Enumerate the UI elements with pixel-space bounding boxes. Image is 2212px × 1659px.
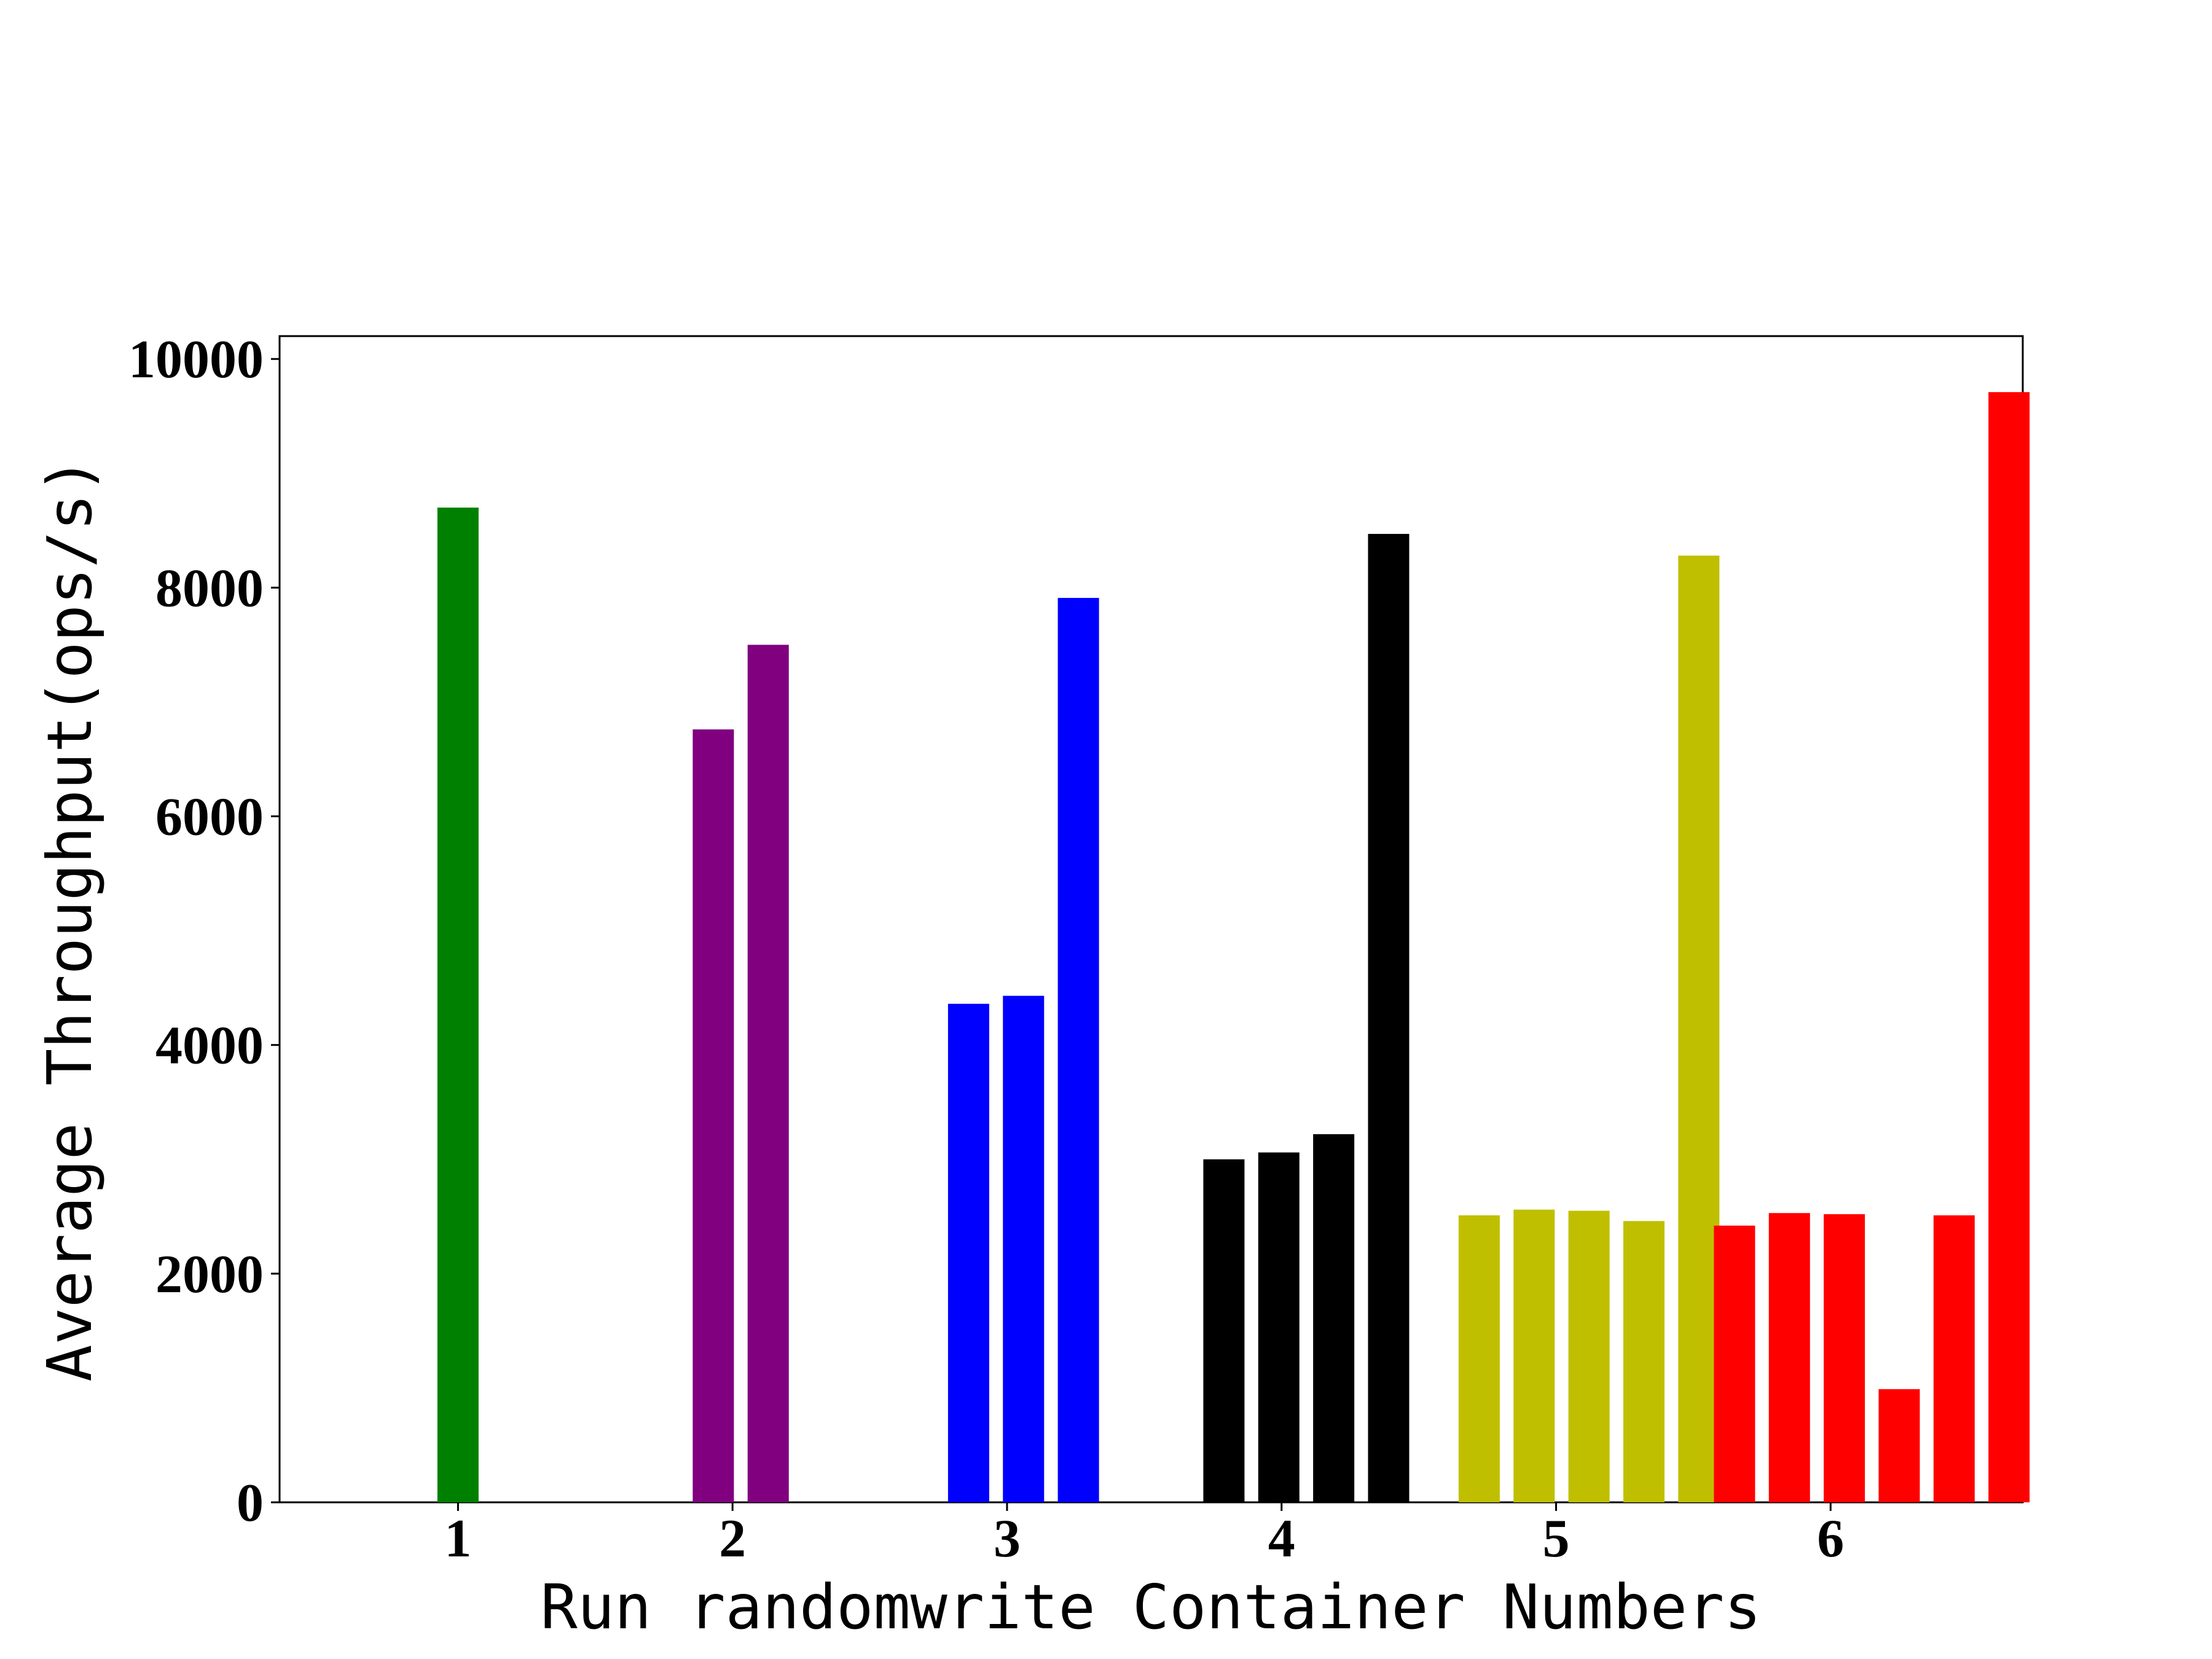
y-tick-label: 6000 [155,788,264,847]
bar-group-6-1 [1714,1225,1755,1502]
bars-layer [437,392,2030,1503]
bar-group-6-2 [1768,1213,1810,1502]
bar-group-2-2 [747,645,789,1502]
bar-group-5-1 [1458,1215,1500,1502]
bar-group-6-5 [1933,1215,1975,1502]
x-tick-label: 1 [444,1509,471,1569]
bar-group-5-4 [1623,1221,1665,1502]
bar-group-5-3 [1568,1210,1610,1502]
x-tick-label: 2 [719,1509,746,1569]
bar-group-3-1 [947,1003,989,1502]
bar-group-4-4 [1368,533,1410,1502]
bar-group-3-3 [1057,598,1099,1502]
plot-frame [278,335,2024,1504]
bar-group-5-5 [1678,555,1720,1503]
bar-group-6-3 [1824,1214,1865,1502]
bar-group-6-6 [1988,392,2030,1502]
bar-group-3-2 [1003,995,1045,1502]
x-axis-title: Run randomwrite Container Numbers [541,1571,1762,1643]
y-axis-title: Average Throughput(ops/s) [34,457,106,1381]
x-tick-label: 6 [1817,1509,1844,1569]
bar-group-5-2 [1513,1209,1555,1502]
x-tick-label: 4 [1268,1509,1295,1569]
y-tick-label: 8000 [155,559,264,618]
x-tick-label: 5 [1542,1509,1569,1569]
y-tick-label: 0 [237,1473,264,1533]
y-tick-label: 4000 [155,1016,264,1076]
bar-group-4-1 [1203,1159,1245,1502]
y-tick-label: 10000 [128,330,264,390]
bar-group-1-1 [437,508,479,1502]
y-tick-label: 2000 [155,1245,264,1304]
bar-group-2-1 [692,729,734,1502]
x-axis-ticks: 1 2 3 4 5 6 [444,1502,1844,1569]
y-axis-ticks: 0 2000 4000 6000 8000 10000 [128,330,280,1533]
bar-group-4-2 [1258,1152,1300,1502]
bar-group-4-3 [1313,1134,1355,1502]
bar-group-6-4 [1878,1389,1920,1502]
x-tick-label: 3 [994,1509,1021,1569]
